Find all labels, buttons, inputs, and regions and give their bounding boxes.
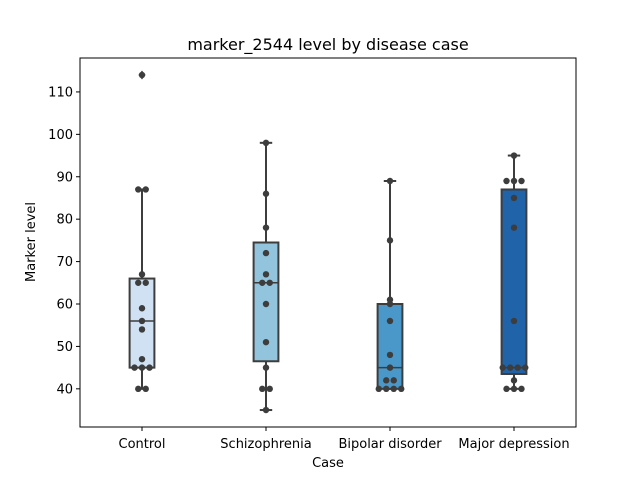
data-point (398, 385, 405, 393)
data-point (262, 406, 270, 414)
y-tick-label: 50 (56, 340, 73, 355)
data-point (510, 177, 518, 185)
chart-title: marker_2544 level by disease case (187, 35, 468, 55)
data-point (262, 338, 270, 346)
data-point (138, 305, 146, 312)
data-point (507, 364, 514, 371)
data-point (386, 351, 394, 359)
data-point (138, 326, 146, 333)
swarm-group (499, 152, 529, 393)
data-point (266, 385, 273, 393)
plot-area (128, 70, 529, 414)
box-group (128, 70, 156, 390)
y-tick-label: 90 (56, 170, 73, 185)
data-point (135, 385, 142, 393)
data-point (131, 364, 138, 371)
data-point (386, 296, 394, 303)
swarm-group (375, 177, 405, 393)
data-point (510, 224, 518, 231)
data-point (383, 377, 390, 384)
data-point (510, 152, 518, 159)
data-point (138, 71, 146, 79)
data-point (518, 177, 525, 185)
data-point (510, 385, 518, 393)
data-point (142, 186, 149, 193)
box-group (500, 154, 528, 390)
x-tick-label: Major depression (458, 437, 569, 452)
data-point (142, 279, 149, 286)
data-point (499, 364, 506, 371)
data-point (503, 177, 510, 185)
iqr-box (376, 303, 404, 390)
data-point (262, 139, 270, 147)
data-point (138, 271, 146, 278)
data-point (138, 355, 146, 363)
data-point (386, 317, 394, 325)
data-point (262, 364, 270, 371)
data-point (259, 279, 266, 286)
data-point (390, 385, 397, 393)
data-point (386, 177, 394, 185)
y-tick-label: 110 (48, 85, 73, 100)
data-point (138, 364, 146, 371)
swarm-group (259, 139, 273, 414)
data-point (135, 279, 142, 286)
data-point (135, 186, 142, 193)
data-point (510, 194, 518, 202)
data-point (510, 317, 518, 325)
data-point (142, 385, 149, 393)
x-axis: Control Schizophrenia Bipolar disorder Majo… (119, 427, 570, 452)
plot-frame (79, 57, 577, 428)
data-point (383, 385, 390, 393)
data-point (386, 237, 394, 244)
y-tick-label: 100 (48, 128, 73, 143)
x-tick-label: Bipolar disorder (338, 437, 442, 452)
data-point (146, 364, 153, 371)
data-point (375, 385, 382, 393)
data-point (510, 377, 518, 384)
data-point (138, 317, 146, 325)
swarm-group (131, 71, 153, 393)
y-tick-label: 40 (56, 382, 73, 397)
data-point (386, 364, 394, 371)
data-point (262, 249, 270, 257)
data-point (262, 190, 270, 197)
y-tick-label: 70 (56, 255, 73, 270)
x-axis-title: Case (312, 456, 344, 471)
data-point (514, 364, 521, 371)
data-point (262, 300, 270, 308)
y-tick-label: 60 (56, 298, 73, 313)
x-tick-label: Control (119, 437, 166, 452)
x-tick-label: Schizophrenia (220, 437, 311, 452)
data-point (266, 279, 273, 286)
y-tick-label: 80 (56, 213, 73, 228)
data-point (262, 224, 270, 231)
iqr-box (500, 188, 528, 375)
data-point (503, 385, 510, 393)
y-axis-title: Marker level (24, 202, 39, 282)
data-point (390, 377, 397, 384)
data-point (522, 364, 529, 371)
data-point (259, 385, 266, 393)
data-point (518, 385, 525, 393)
y-axis: 40 50 60 70 80 90 100 110 (48, 85, 80, 397)
data-point (262, 271, 270, 278)
